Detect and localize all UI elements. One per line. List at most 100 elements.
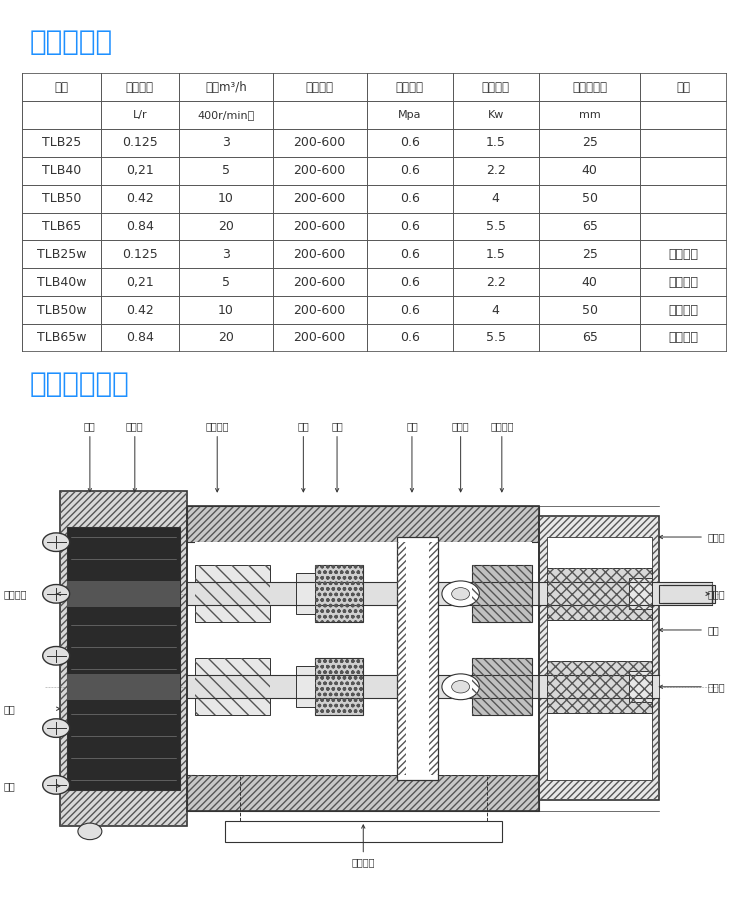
Text: 圆螺母: 圆螺母	[452, 421, 470, 431]
Text: 带保温套: 带保温套	[669, 332, 699, 345]
Bar	[315, 658, 363, 715]
Text: 0.6: 0.6	[400, 165, 419, 177]
Bar	[397, 537, 438, 780]
Bar	[296, 666, 315, 707]
Text: 200-600: 200-600	[294, 220, 346, 233]
Text: 0.6: 0.6	[400, 248, 419, 260]
Text: 4: 4	[492, 303, 500, 316]
Text: 50: 50	[582, 192, 598, 205]
Text: 5: 5	[222, 276, 230, 289]
Bar	[187, 506, 539, 542]
Text: 0.84: 0.84	[126, 332, 154, 345]
Circle shape	[43, 718, 70, 738]
Text: 流量m³/h: 流量m³/h	[205, 80, 246, 93]
Text: 带保温套: 带保温套	[669, 248, 699, 260]
Text: 0.6: 0.6	[400, 276, 419, 289]
Text: 0.125: 0.125	[122, 248, 158, 260]
Text: 0.6: 0.6	[400, 332, 419, 345]
Bar	[187, 774, 539, 811]
Text: 齿轮箱: 齿轮箱	[708, 532, 726, 542]
Bar	[539, 516, 659, 801]
Circle shape	[43, 533, 70, 551]
Text: 0.84: 0.84	[126, 220, 154, 233]
Bar	[187, 774, 539, 811]
Text: 技术参数：: 技术参数：	[29, 28, 112, 56]
Text: 0.42: 0.42	[126, 303, 154, 316]
Circle shape	[43, 646, 70, 665]
Text: Kw: Kw	[488, 110, 504, 120]
Bar	[195, 542, 532, 774]
Text: 20: 20	[218, 332, 234, 345]
Text: 200-600: 200-600	[294, 248, 346, 260]
Text: 支架: 支架	[406, 421, 418, 431]
Text: 转速范围: 转速范围	[306, 80, 334, 93]
Text: 10: 10	[218, 303, 234, 316]
Text: 50: 50	[582, 303, 598, 316]
Bar	[315, 566, 363, 622]
Bar	[472, 566, 532, 622]
Text: 带保温套: 带保温套	[669, 303, 699, 316]
Text: 4: 4	[492, 192, 500, 205]
Text: mm: mm	[579, 110, 601, 120]
Text: 1.5: 1.5	[486, 136, 506, 149]
Text: 结构示意图：: 结构示意图：	[29, 370, 130, 398]
Bar	[195, 566, 270, 622]
Bar	[296, 573, 315, 614]
Text: 65: 65	[582, 220, 598, 233]
Text: 密封套: 密封套	[126, 421, 144, 431]
Bar	[429, 542, 438, 774]
Text: 泵盖: 泵盖	[4, 704, 16, 714]
Text: 5: 5	[222, 165, 230, 177]
Bar	[547, 568, 652, 620]
Text: 200-600: 200-600	[294, 276, 346, 289]
Circle shape	[78, 824, 102, 840]
Circle shape	[442, 581, 479, 607]
Text: 3: 3	[222, 136, 230, 149]
Text: 200-600: 200-600	[294, 192, 346, 205]
Text: 轴承: 轴承	[331, 421, 343, 431]
Bar	[60, 491, 187, 826]
Circle shape	[452, 588, 470, 600]
Bar	[547, 537, 652, 780]
Bar	[187, 675, 659, 698]
Text: 1.5: 1.5	[486, 248, 506, 260]
Text: 油封: 油封	[708, 625, 720, 635]
Bar	[397, 542, 406, 774]
Text: 200-600: 200-600	[294, 165, 346, 177]
Bar	[67, 674, 180, 700]
Text: Mpa: Mpa	[398, 110, 422, 120]
Bar	[187, 506, 539, 542]
Text: 20: 20	[218, 220, 234, 233]
Text: 有效容积: 有效容积	[126, 80, 154, 93]
Bar	[539, 516, 659, 801]
Bar	[195, 566, 270, 622]
Text: 0,21: 0,21	[126, 276, 154, 289]
Bar	[315, 566, 363, 622]
Text: TLB40w: TLB40w	[37, 276, 86, 289]
Text: TLB40: TLB40	[42, 165, 81, 177]
Bar	[315, 658, 363, 715]
Text: 0.42: 0.42	[126, 192, 154, 205]
Text: 同步齿轮: 同步齿轮	[490, 421, 514, 431]
Text: 25: 25	[582, 136, 598, 149]
Bar	[187, 582, 712, 605]
Bar	[547, 568, 652, 620]
Text: 主动轴: 主动轴	[708, 589, 726, 599]
Bar	[472, 658, 532, 715]
Text: TLB50: TLB50	[42, 192, 82, 205]
Text: 5.5: 5.5	[486, 220, 506, 233]
Text: 200-600: 200-600	[294, 136, 346, 149]
Text: 大帽螺钉: 大帽螺钉	[4, 589, 27, 599]
Text: 泵体: 泵体	[84, 421, 96, 431]
Bar	[547, 661, 652, 713]
Text: TLB65: TLB65	[42, 220, 81, 233]
Text: TLB50w: TLB50w	[37, 303, 86, 316]
Text: 40: 40	[582, 276, 598, 289]
Text: 油封: 油封	[297, 421, 309, 431]
Text: 型号: 型号	[55, 80, 69, 93]
Text: TLB25: TLB25	[42, 136, 81, 149]
Text: 5.5: 5.5	[486, 332, 506, 345]
Text: 2.2: 2.2	[486, 276, 506, 289]
Text: 25: 25	[582, 248, 598, 260]
Bar	[67, 526, 180, 790]
